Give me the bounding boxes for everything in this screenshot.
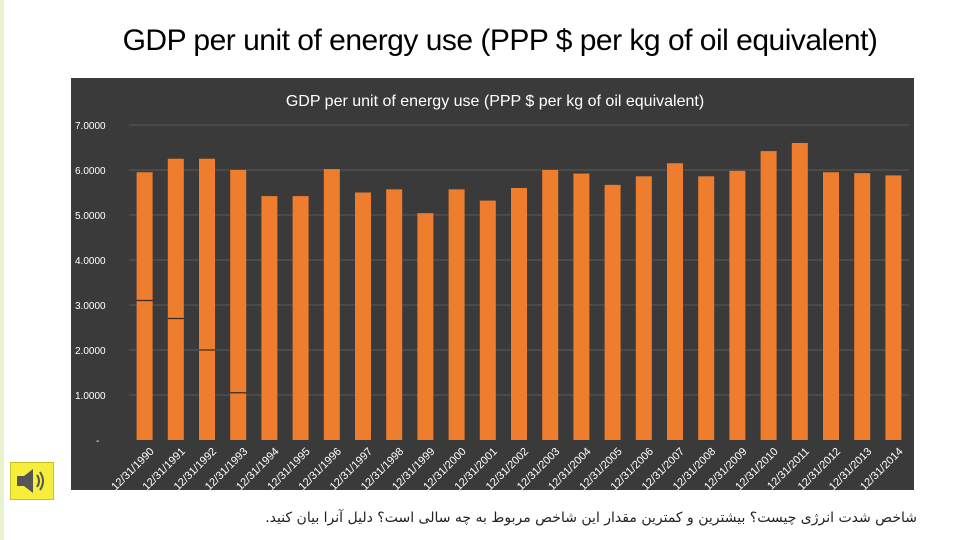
bar xyxy=(729,170,746,440)
bar xyxy=(885,175,902,440)
bar xyxy=(167,158,184,440)
slide-title: GDP per unit of energy use (PPP $ per kg… xyxy=(122,24,878,57)
bar xyxy=(355,192,371,440)
bar xyxy=(511,188,527,440)
chart-title: GDP per unit of energy use (PPP $ per kg… xyxy=(286,93,704,110)
bar xyxy=(386,189,403,440)
bar xyxy=(667,163,683,440)
bar xyxy=(854,173,871,440)
decorative-side-strip xyxy=(0,0,4,540)
bar xyxy=(136,172,153,440)
bar xyxy=(573,173,590,440)
bar xyxy=(448,189,465,440)
bar xyxy=(292,196,309,440)
bar xyxy=(791,143,808,440)
bar xyxy=(199,158,215,440)
bar xyxy=(417,213,434,440)
chart-area: GDP per unit of energy use (PPP $ per kg… xyxy=(71,78,914,490)
question-caption: شاخص شدت انرژی چیست؟ بیشترین و کمترین مق… xyxy=(265,510,917,526)
bar xyxy=(323,169,340,440)
bar xyxy=(604,184,621,440)
bar xyxy=(635,176,652,441)
bar-chart: GDP per unit of energy use (PPP $ per kg… xyxy=(75,93,909,490)
bar xyxy=(823,172,839,440)
y-tick-label: - xyxy=(96,436,99,447)
y-tick-label: 1.0000 xyxy=(75,391,106,402)
bar xyxy=(542,170,559,440)
bar xyxy=(479,200,496,440)
bar xyxy=(230,170,247,440)
y-tick-label: 4.0000 xyxy=(75,256,106,267)
bar xyxy=(760,151,777,440)
y-tick-label: 5.0000 xyxy=(75,211,106,222)
speaker-icon[interactable] xyxy=(10,462,54,500)
y-tick-label: 2.0000 xyxy=(75,346,106,357)
y-tick-label: 6.0000 xyxy=(75,166,106,177)
y-tick-label: 7.0000 xyxy=(75,121,106,132)
bar xyxy=(261,196,278,440)
bar xyxy=(698,176,715,441)
y-tick-label: 3.0000 xyxy=(75,301,106,312)
